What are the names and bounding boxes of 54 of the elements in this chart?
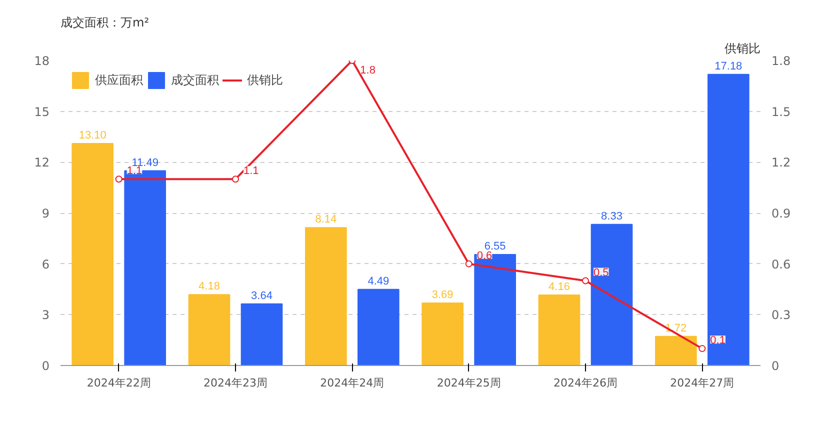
point — [232, 176, 239, 183]
legend-label: 成交面积 — [171, 72, 219, 88]
y2-tick-label: 0.3 — [772, 308, 791, 322]
data-label: 4.18 — [198, 280, 220, 293]
point — [582, 277, 589, 284]
data-label: 1.1 — [126, 165, 142, 178]
bar — [240, 303, 283, 366]
y-tick-label: 15 — [34, 104, 50, 119]
y-tick-label: 18 — [34, 54, 50, 68]
bar — [422, 302, 464, 366]
data-label: 1.1 — [244, 165, 259, 178]
y2-tick-label: 1.8 — [772, 54, 791, 68]
bar — [72, 143, 114, 366]
data-label: 8.33 — [601, 210, 622, 222]
data-label: 8.14 — [315, 214, 337, 226]
y2-tick-label: 1.5 — [772, 104, 791, 119]
y-tick-label: 3 — [42, 308, 50, 322]
data-label: 4.16 — [548, 281, 570, 294]
y-tick-label: 9 — [42, 206, 50, 220]
bar — [655, 336, 697, 366]
y-tick-label: 0 — [42, 359, 50, 373]
data-label: 3.69 — [432, 288, 454, 301]
x-tick-label: 2024年24周 — [320, 376, 384, 390]
legend-label: 供销比 — [247, 72, 283, 88]
bar — [590, 224, 633, 366]
x-tick-label: 2024年27周 — [670, 376, 734, 390]
data-label: 1.8 — [360, 64, 376, 76]
bar — [188, 294, 230, 366]
y2-tick-label: 0.6 — [772, 257, 791, 272]
data-label: 3.64 — [251, 290, 272, 302]
y2-axis-title: 供销比 — [724, 42, 760, 56]
data-label: 4.49 — [368, 275, 390, 288]
data-label: 17.18 — [714, 60, 742, 72]
bar — [708, 74, 750, 366]
data-label: 0.5 — [594, 266, 609, 279]
data-label: 13.10 — [78, 130, 106, 142]
bar — [538, 294, 580, 366]
data-label: 0.6 — [476, 250, 492, 262]
y2-tick-label: 0 — [772, 359, 780, 373]
bar — [305, 227, 347, 366]
bar — [358, 288, 400, 366]
y2-tick-label: 0.9 — [772, 206, 791, 220]
y2-tick-label: 1.2 — [772, 156, 791, 170]
y-axis-title: 成交面积：万m² — [60, 16, 150, 30]
y-tick-label: 12 — [34, 156, 50, 170]
y-tick-label: 6 — [42, 257, 50, 272]
point — [698, 345, 706, 352]
legend-label: 供应面积 — [95, 72, 143, 88]
x-tick-label: 2024年23周 — [204, 376, 268, 390]
point — [465, 260, 472, 268]
x-tick-label: 2024年26周 — [554, 376, 618, 390]
x-tick-label: 2024年22周 — [86, 376, 151, 390]
point — [115, 176, 122, 183]
x-tick-label: 2024年25周 — [436, 376, 501, 390]
